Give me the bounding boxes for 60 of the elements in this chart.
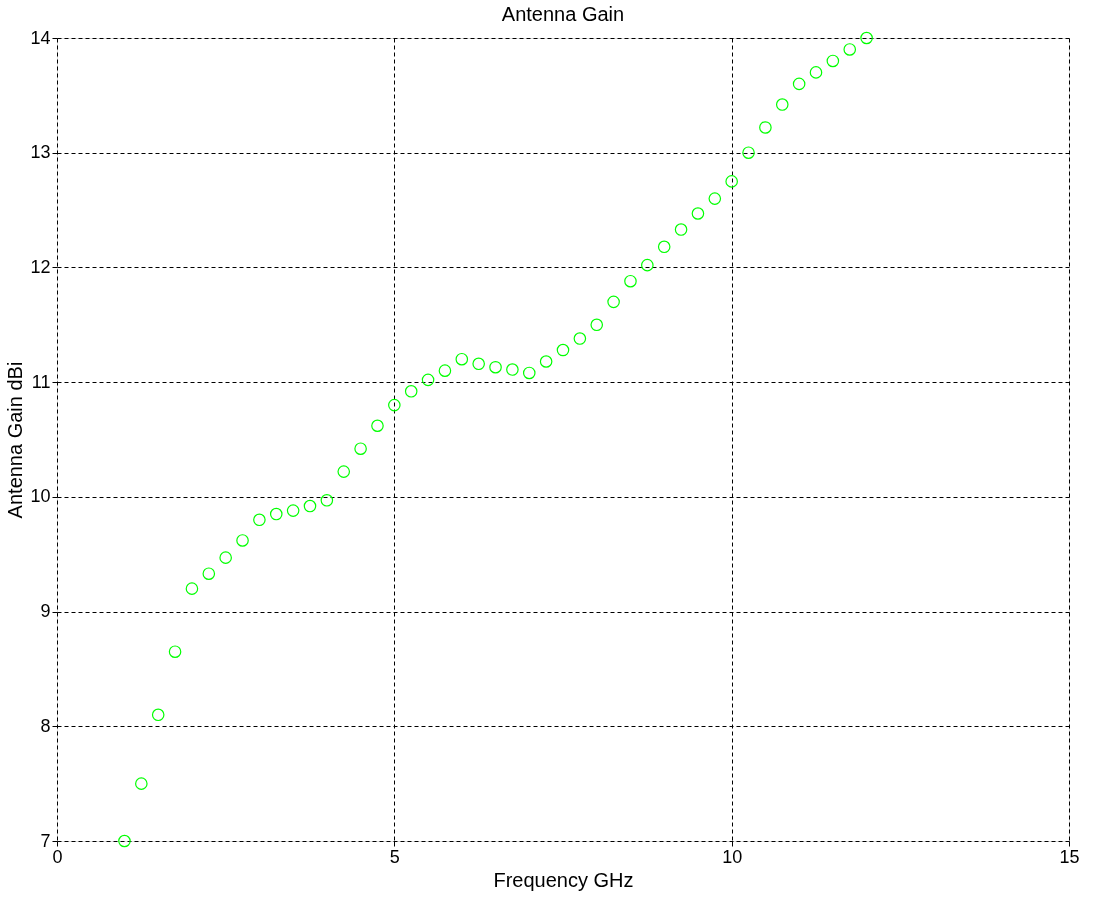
point bbox=[775, 98, 789, 111]
point bbox=[337, 465, 351, 478]
point bbox=[539, 355, 553, 368]
point bbox=[843, 43, 857, 56]
point bbox=[236, 534, 249, 547]
x-axis-title: Frequency GHz bbox=[493, 868, 634, 891]
x-tick-label: 5 bbox=[389, 846, 400, 867]
point bbox=[506, 363, 519, 376]
point bbox=[219, 551, 232, 564]
point bbox=[269, 507, 283, 521]
point bbox=[573, 332, 587, 345]
x-tick-label: 15 bbox=[1059, 846, 1080, 867]
point bbox=[168, 645, 182, 659]
chart-title: Antenna Gain bbox=[501, 3, 625, 25]
y-axis-title: Antenna Gain dBi bbox=[4, 361, 27, 519]
point bbox=[826, 54, 840, 68]
point bbox=[320, 494, 334, 507]
point bbox=[742, 146, 755, 159]
point bbox=[657, 240, 671, 254]
x-tick-label: 10 bbox=[722, 846, 743, 867]
point bbox=[860, 31, 873, 45]
point bbox=[725, 175, 738, 188]
point bbox=[624, 274, 637, 288]
y-tick-label: 14 bbox=[30, 27, 51, 48]
point bbox=[522, 366, 536, 380]
y-tick-label: 10 bbox=[30, 486, 51, 507]
point bbox=[388, 398, 401, 412]
point bbox=[607, 295, 620, 309]
point bbox=[354, 442, 367, 455]
point bbox=[708, 192, 722, 205]
point bbox=[809, 66, 823, 79]
point bbox=[691, 207, 705, 220]
y-tick-label: 8 bbox=[40, 715, 51, 736]
point bbox=[590, 318, 604, 332]
point bbox=[489, 360, 502, 374]
y-tick-label: 11 bbox=[31, 371, 51, 392]
point bbox=[253, 513, 266, 527]
point bbox=[371, 419, 384, 433]
y-tick-label: 12 bbox=[30, 256, 51, 277]
point bbox=[792, 77, 806, 91]
point bbox=[185, 582, 199, 595]
point bbox=[759, 121, 772, 134]
point bbox=[556, 343, 570, 357]
point bbox=[202, 567, 216, 581]
point bbox=[455, 352, 469, 366]
point bbox=[151, 708, 165, 722]
point bbox=[641, 258, 654, 272]
point bbox=[438, 364, 452, 377]
point bbox=[135, 777, 148, 790]
point bbox=[404, 385, 418, 398]
x-tick-label: 0 bbox=[52, 846, 63, 867]
y-tick-label: 7 bbox=[40, 830, 51, 851]
point bbox=[303, 499, 317, 513]
point bbox=[674, 223, 688, 236]
point bbox=[286, 504, 300, 517]
point bbox=[421, 373, 435, 387]
y-tick-label: 9 bbox=[40, 601, 51, 622]
y-tick-label: 13 bbox=[30, 142, 51, 163]
point bbox=[472, 357, 485, 371]
point bbox=[118, 834, 131, 848]
